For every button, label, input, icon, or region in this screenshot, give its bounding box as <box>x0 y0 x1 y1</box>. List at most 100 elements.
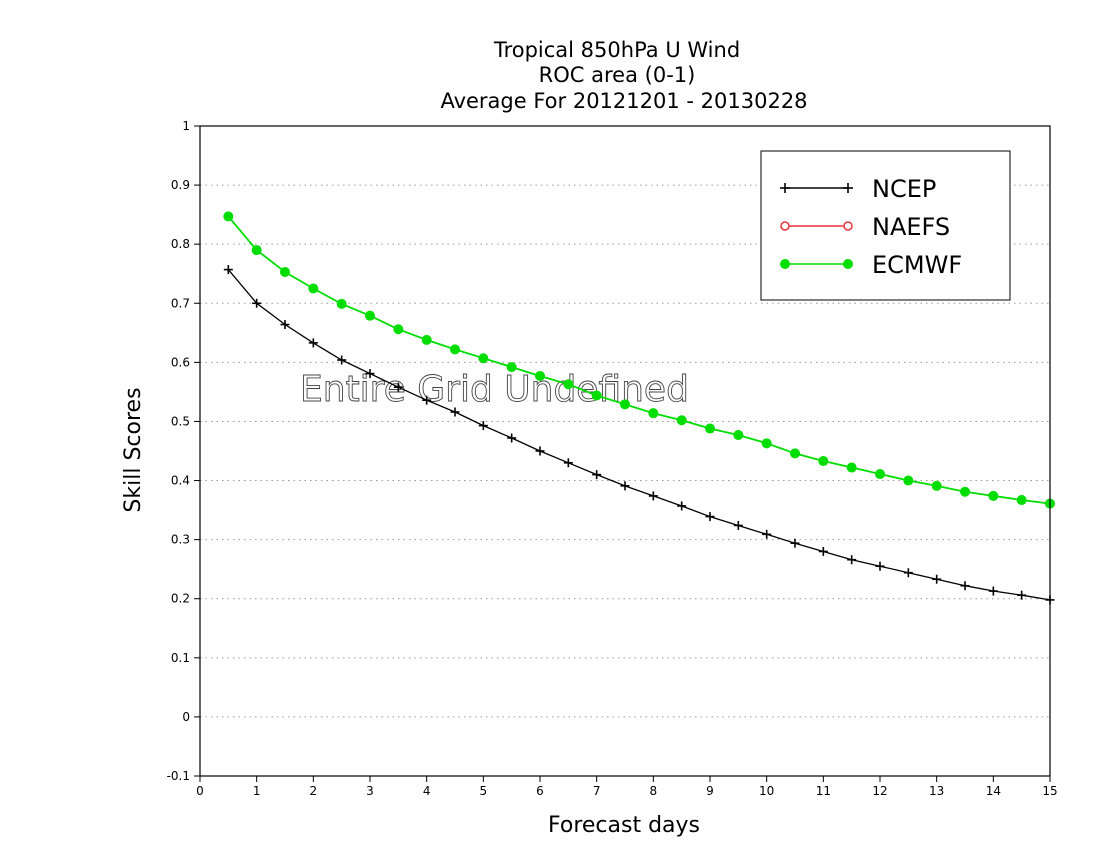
data-point <box>790 448 800 459</box>
data-point <box>507 433 517 443</box>
x-tick-label: 14 <box>986 784 1001 798</box>
data-point <box>733 430 744 441</box>
data-point <box>818 546 828 556</box>
data-point <box>478 353 489 364</box>
data-point <box>223 211 234 222</box>
data-point <box>761 438 772 449</box>
x-tick-label: 10 <box>759 784 774 798</box>
data-point <box>960 581 970 591</box>
legend: NCEP NAEFS ECMWF <box>760 150 1011 301</box>
series-line-ncep <box>227 269 1051 601</box>
data-point <box>903 475 914 486</box>
data-point <box>843 259 853 269</box>
data-point <box>308 283 319 294</box>
data-point <box>251 245 262 256</box>
title-line-2: ROC area (0-1) <box>539 63 696 87</box>
x-tick-label: 6 <box>536 784 544 798</box>
data-point <box>733 520 743 530</box>
chart-title: Tropical 850hPa U Wind ROC area (0-1) Av… <box>440 38 807 113</box>
y-tick-label: 0.3 <box>171 533 190 547</box>
y-tick-label: 0.7 <box>171 296 190 310</box>
data-point <box>705 512 715 522</box>
y-tick-label: 0.8 <box>171 237 190 251</box>
y-tick-label: 0.9 <box>171 178 190 192</box>
x-tick-label: 8 <box>650 784 658 798</box>
data-point <box>308 338 318 348</box>
x-tick-label: 1 <box>253 784 261 798</box>
data-point <box>223 265 233 275</box>
series-layer <box>223 211 1055 605</box>
data-point <box>847 555 857 565</box>
y-tick-label: 0.1 <box>171 651 190 665</box>
x-axis-title: Forecast days <box>548 813 700 838</box>
title-line-1: Tropical 850hPa U Wind <box>493 38 740 62</box>
y-tick-label: 0.5 <box>171 414 190 428</box>
data-point <box>648 491 658 501</box>
x-tick-label: 5 <box>480 784 488 798</box>
data-point <box>563 379 574 390</box>
data-point <box>875 561 885 571</box>
x-tick-label: 13 <box>929 784 944 798</box>
data-point <box>535 446 545 456</box>
data-point <box>790 538 800 548</box>
data-point <box>648 408 659 419</box>
y-axis: -0.1 0 0.1 0.2 0.3 0.4 0.5 0.6 0.7 0.8 0.9 1 <box>167 119 200 783</box>
series-ncep <box>223 265 1055 605</box>
data-point <box>780 259 790 269</box>
y-tick-label: 0 <box>182 710 190 724</box>
legend-label: ECMWF <box>872 251 962 279</box>
data-point <box>591 390 602 401</box>
legend-entry-ncep: NCEP <box>780 175 936 203</box>
data-point <box>592 470 602 480</box>
data-point <box>393 324 404 335</box>
grid <box>200 184 1050 718</box>
data-point <box>1016 495 1027 506</box>
data-point <box>818 456 829 467</box>
data-point <box>677 501 687 511</box>
series-ecmwf <box>223 211 1055 509</box>
data-point <box>450 407 460 417</box>
x-tick-label: 15 <box>1042 784 1057 798</box>
title-line-3: Average For 20121201 - 20130228 <box>440 89 807 113</box>
x-tick-label: 2 <box>310 784 318 798</box>
data-point <box>365 310 375 321</box>
data-point <box>337 355 347 365</box>
data-point <box>393 382 403 392</box>
data-point <box>620 481 630 491</box>
data-point <box>931 480 942 491</box>
annotation-entire-grid-undefined: Entire Grid Undefined <box>300 369 689 410</box>
data-point <box>506 362 517 373</box>
data-point <box>705 423 715 434</box>
legend-entries: NCEP NAEFS ECMWF <box>780 175 962 279</box>
data-point <box>762 529 772 539</box>
legend-entry-naefs: NAEFS <box>780 213 950 241</box>
x-axis: 0 1 2 3 4 5 6 7 8 9 10 11 12 13 14 15 <box>196 776 1058 798</box>
data-point <box>478 421 488 431</box>
data-point <box>336 298 347 309</box>
data-point <box>421 334 432 345</box>
data-point <box>846 462 857 473</box>
y-tick-label: -0.1 <box>167 769 190 783</box>
legend-label: NCEP <box>872 175 936 203</box>
x-tick-label: 7 <box>593 784 601 798</box>
data-point <box>676 415 687 426</box>
x-tick-label: 0 <box>196 784 204 798</box>
data-point <box>960 486 970 497</box>
y-tick-label: 1 <box>182 119 190 133</box>
data-point <box>843 183 853 193</box>
data-point <box>252 298 262 308</box>
data-point <box>563 458 573 468</box>
y-tick-label: 0.6 <box>171 355 190 369</box>
x-tick-label: 11 <box>816 784 831 798</box>
data-point <box>988 586 998 596</box>
y-tick-label: 0.4 <box>171 474 190 488</box>
data-point <box>1017 590 1027 600</box>
data-point <box>450 344 460 355</box>
data-point <box>988 490 999 501</box>
data-point <box>780 183 790 193</box>
data-point <box>932 574 942 584</box>
x-tick-label: 3 <box>366 784 374 798</box>
legend-entry-ecmwf: ECMWF <box>780 251 962 279</box>
legend-label: NAEFS <box>872 213 950 241</box>
